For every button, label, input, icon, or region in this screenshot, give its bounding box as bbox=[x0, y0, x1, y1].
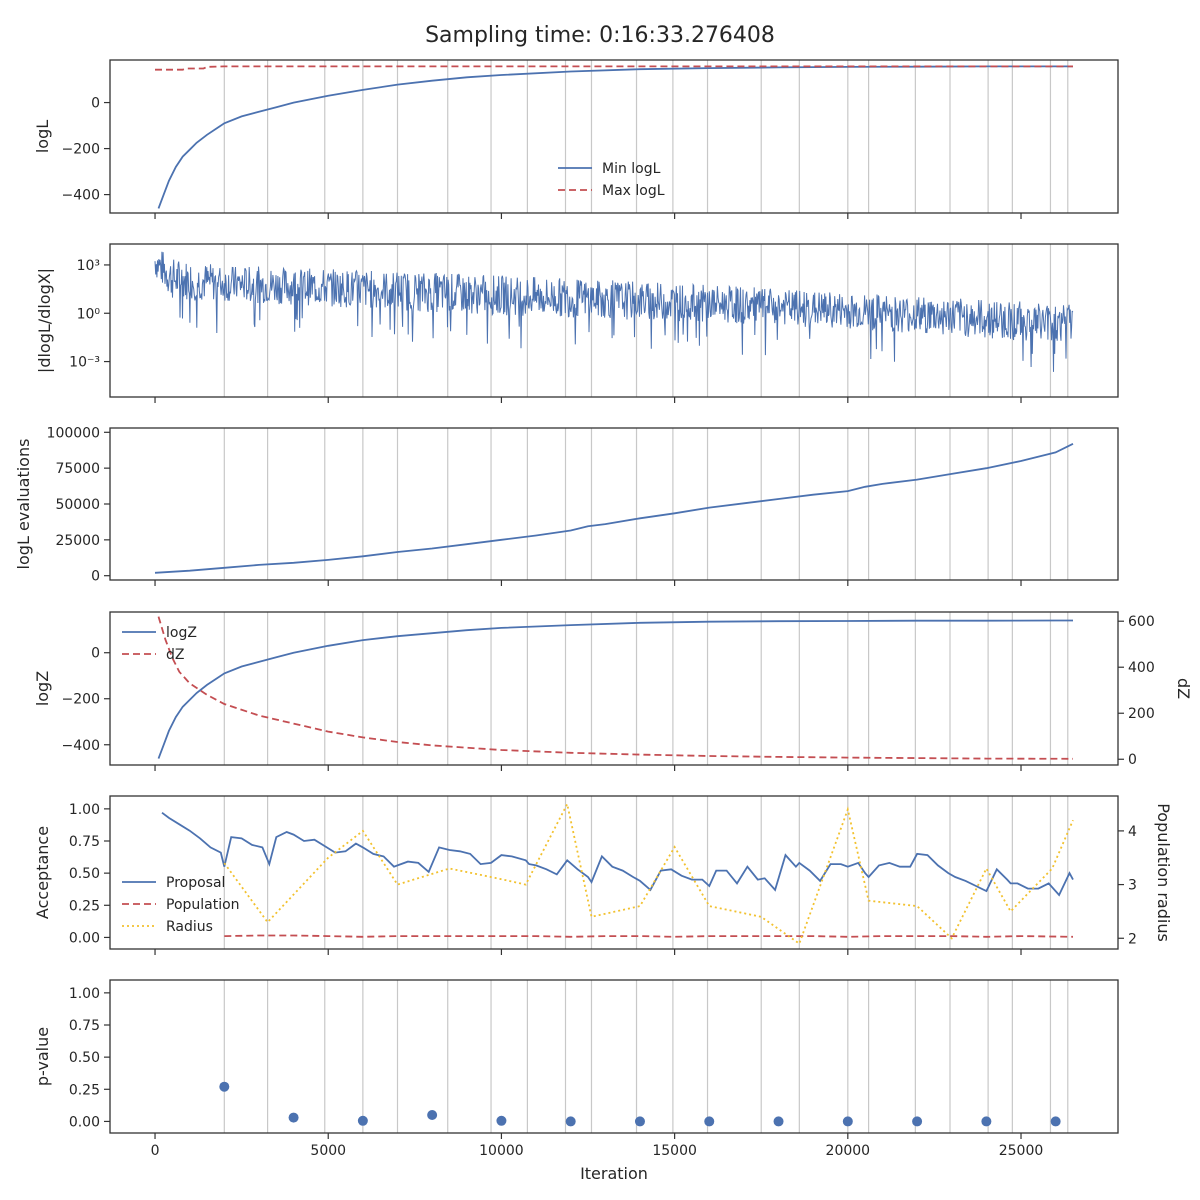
plot-area bbox=[154, 251, 1074, 372]
y-tick-label-right: 2 bbox=[1128, 931, 1137, 947]
y-tick-label-right: 200 bbox=[1128, 706, 1155, 722]
legend-label: logZ bbox=[166, 625, 197, 641]
y-tick-label: 0.50 bbox=[69, 866, 100, 882]
y-axis-label: Acceptance bbox=[33, 826, 52, 919]
x-tick-label: 10000 bbox=[479, 1143, 524, 1159]
y-tick-label: 10⁰ bbox=[77, 306, 101, 322]
panel-pvalue: 0.00 0.25 0.50 0.75 1.00 0 5000 10000 15000 20000… bbox=[33, 979, 1119, 1159]
x-tick-label: 0 bbox=[151, 1143, 160, 1159]
panel-evaluations: 0 25000 50000 75000 100000 logL evaluations bbox=[14, 425, 1119, 586]
axes-frame bbox=[109, 243, 1119, 398]
y-tick-label: 0 bbox=[91, 646, 100, 662]
series-line bbox=[157, 616, 1074, 760]
y-tick-label: 0 bbox=[91, 569, 100, 585]
y-tick-label: 1.00 bbox=[69, 802, 100, 818]
y-tick-label-right: 600 bbox=[1128, 614, 1155, 630]
panel-acceptance: 0.00 0.25 0.50 0.75 1.00 2 3 4 Acceptance Populat… bbox=[33, 795, 1173, 955]
series-line bbox=[155, 65, 1073, 71]
plot-area bbox=[157, 616, 1074, 760]
x-tick-label: 25000 bbox=[999, 1143, 1044, 1159]
y-tick-label: 0.75 bbox=[69, 834, 100, 850]
panel-dlogL: 10³ 10⁰ 10⁻³ |dlogL/dlogX| bbox=[35, 243, 1119, 403]
y-tick-label: 0.00 bbox=[69, 930, 100, 946]
legend-label: Population bbox=[166, 897, 240, 913]
y-tick-label: 0.50 bbox=[69, 1050, 100, 1066]
y-tick-label: 10⁻³ bbox=[69, 355, 100, 371]
y-tick-label: 10³ bbox=[77, 258, 100, 274]
series-line bbox=[224, 934, 1074, 938]
y-axis-label: logL bbox=[33, 120, 52, 153]
y-axis-label: p-value bbox=[33, 1027, 52, 1086]
plot-area bbox=[154, 442, 1074, 574]
y-axis-label: logL evaluations bbox=[14, 439, 33, 570]
axes-frame bbox=[109, 979, 1119, 1134]
y-axis-label-right: dZ bbox=[1174, 678, 1193, 699]
scatter-point bbox=[842, 1116, 853, 1127]
legend-label: Proposal bbox=[166, 875, 225, 891]
legend-label: Min logL bbox=[602, 161, 661, 177]
y-tick-label: 50000 bbox=[55, 497, 100, 513]
panel-logL: 0 −200 −400 logL Min logL Max logL bbox=[33, 59, 1119, 219]
series-line bbox=[223, 801, 1074, 946]
figure-title: Sampling time: 0:16:33.276408 bbox=[425, 23, 775, 48]
series-line bbox=[161, 811, 1074, 897]
scatter-point bbox=[496, 1115, 507, 1126]
y-axis-label: logZ bbox=[33, 671, 52, 706]
scatter-point bbox=[773, 1116, 784, 1127]
plot-area bbox=[219, 1081, 1061, 1127]
x-tick-label: 15000 bbox=[652, 1143, 697, 1159]
y-tick-label: 1.00 bbox=[69, 986, 100, 1002]
y-tick-label: −400 bbox=[62, 738, 100, 754]
series-line bbox=[157, 619, 1073, 759]
series-line bbox=[157, 65, 1073, 209]
y-axis-label: |dlogL/dlogX| bbox=[35, 268, 54, 373]
y-tick-label: 0.25 bbox=[69, 898, 100, 914]
scatter-point bbox=[704, 1116, 715, 1127]
y-tick-label: 0 bbox=[91, 96, 100, 112]
y-tick-label: 0.75 bbox=[69, 1018, 100, 1034]
y-tick-label: −200 bbox=[62, 692, 100, 708]
scatter-point bbox=[427, 1110, 438, 1120]
y-tick-label-right: 4 bbox=[1128, 824, 1137, 840]
x-axis-label: Iteration bbox=[580, 1164, 648, 1183]
axes-frame bbox=[109, 427, 1119, 581]
x-tick-label: 5000 bbox=[310, 1143, 346, 1159]
legend-label: Radius bbox=[166, 919, 213, 935]
legend-label: dZ bbox=[166, 647, 184, 663]
x-tick-label: 20000 bbox=[826, 1143, 871, 1159]
scatter-point bbox=[1050, 1116, 1061, 1127]
series-line bbox=[154, 251, 1074, 372]
scatter-point bbox=[288, 1112, 299, 1123]
panel-logZ: 0 −200 −400 0 200 400 600 logZ dZ logZ dZ bbox=[33, 611, 1193, 771]
axes-frame bbox=[109, 795, 1119, 950]
y-tick-label-right: 0 bbox=[1128, 752, 1137, 768]
y-tick-label-right: 3 bbox=[1128, 878, 1137, 894]
scatter-point bbox=[634, 1116, 645, 1127]
y-tick-label: 25000 bbox=[55, 533, 100, 549]
scatter-point bbox=[357, 1115, 368, 1126]
y-axis-label-right: Population radius bbox=[1154, 803, 1173, 942]
scatter-point bbox=[565, 1116, 576, 1127]
scatter-point bbox=[219, 1081, 230, 1092]
y-tick-label-right: 400 bbox=[1128, 660, 1155, 676]
y-tick-label: 0.25 bbox=[69, 1082, 100, 1098]
scatter-point bbox=[912, 1116, 923, 1127]
plot-area bbox=[161, 801, 1074, 946]
axes-frame bbox=[109, 59, 1119, 214]
plot-area bbox=[155, 65, 1073, 209]
legend-label: Max logL bbox=[602, 183, 665, 199]
y-tick-label: 75000 bbox=[55, 461, 100, 477]
axes-frame bbox=[109, 611, 1119, 766]
scatter-point bbox=[981, 1116, 992, 1127]
y-tick-label: −400 bbox=[62, 188, 100, 204]
y-tick-label: −200 bbox=[62, 142, 100, 158]
series-line bbox=[154, 442, 1074, 574]
y-tick-label: 0.00 bbox=[69, 1114, 100, 1130]
y-tick-label: 100000 bbox=[47, 425, 100, 441]
